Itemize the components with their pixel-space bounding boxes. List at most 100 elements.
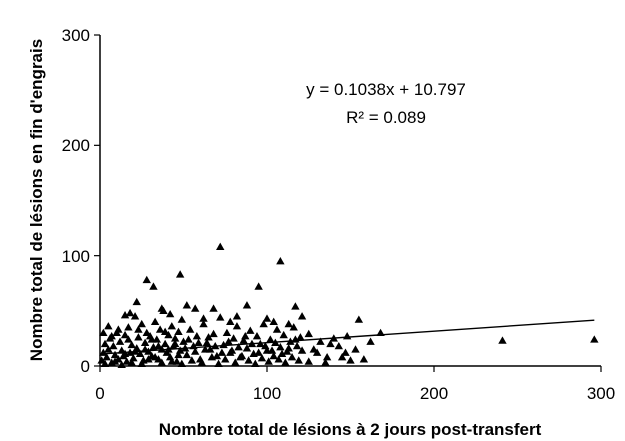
data-point: [242, 344, 252, 352]
data-point: [110, 357, 120, 365]
data-point: [266, 335, 275, 343]
y-tick-label: 100: [62, 247, 90, 266]
data-point: [246, 326, 255, 334]
data-point: [127, 358, 136, 366]
data-point: [212, 351, 222, 360]
data-point: [274, 355, 283, 363]
data-point: [104, 322, 113, 330]
data-point: [187, 356, 197, 364]
data-point: [269, 351, 278, 360]
data-point: [276, 256, 285, 265]
data-point: [165, 309, 175, 318]
data-point: [179, 337, 188, 345]
x-axis-title: Nombre total de lésions à 2 jours post-t…: [159, 420, 542, 439]
data-point: [284, 319, 293, 328]
data-point: [244, 356, 253, 364]
data-point: [234, 343, 243, 351]
data-point: [337, 352, 347, 361]
data-point: [207, 352, 217, 361]
data-point: [304, 329, 313, 338]
data-point: [155, 325, 165, 333]
data-point: [259, 319, 268, 328]
data-point: [115, 337, 125, 345]
data-point: [185, 325, 195, 333]
data-point: [120, 349, 130, 358]
data-point: [321, 358, 330, 366]
data-point: [272, 325, 282, 333]
data-point: [287, 352, 297, 361]
data-point: [125, 308, 135, 317]
data-point: [297, 346, 307, 354]
data-point: [150, 317, 160, 326]
data-point: [291, 302, 300, 310]
data-point: [137, 359, 146, 367]
data-point: [269, 317, 278, 326]
data-point: [124, 335, 133, 343]
data-point: [359, 355, 369, 363]
data-point: [134, 325, 143, 333]
data-point: [124, 323, 133, 331]
data-point: [117, 360, 126, 369]
data-point: [216, 242, 225, 250]
data-point: [351, 345, 360, 353]
data-point: [167, 357, 177, 365]
data-point: [346, 356, 355, 364]
data-point: [154, 341, 163, 350]
data-point: [190, 304, 200, 312]
data-point: [316, 337, 325, 345]
data-point: [261, 341, 270, 350]
data-point: [284, 344, 293, 352]
data-point: [114, 325, 123, 333]
data-point: [354, 315, 364, 323]
data-point: [366, 337, 375, 345]
data-point: [110, 350, 120, 359]
data-point: [160, 327, 170, 335]
data-point: [137, 319, 146, 328]
data-point: [224, 337, 233, 345]
data-point: [209, 329, 218, 338]
plot-area: [94, 34, 602, 372]
data-point: [341, 348, 350, 356]
data-point: [294, 356, 303, 364]
y-tick-label: 300: [62, 26, 90, 45]
data-point: [251, 359, 260, 367]
trendline-equation: y = 0.1038x + 10.797: [306, 80, 466, 99]
data-point: [174, 327, 183, 335]
data-point: [226, 317, 235, 326]
data-point: [150, 352, 160, 361]
data-point: [100, 359, 110, 367]
x-tick-labels: 0 100 200 300: [95, 384, 615, 403]
data-point: [229, 334, 238, 342]
data-point: [254, 282, 263, 290]
data-point: [130, 312, 140, 320]
y-axis-title: Nombre total de lésions en fin d'engrais: [27, 39, 46, 361]
data-point: [231, 358, 240, 366]
data-point: [135, 349, 145, 358]
data-point: [120, 330, 130, 339]
data-point: [100, 339, 110, 348]
data-point: [334, 341, 344, 350]
data-point: [216, 313, 225, 321]
data-point: [262, 314, 272, 322]
x-tick-label: 200: [420, 384, 448, 403]
data-point: [122, 357, 131, 365]
data-point: [174, 350, 183, 359]
data-point: [276, 343, 285, 351]
data-point: [222, 328, 232, 337]
data-point: [199, 314, 208, 322]
data-point: [197, 358, 207, 366]
data-point: [177, 315, 187, 323]
data-point: [184, 335, 193, 343]
data-point: [281, 358, 290, 366]
data-point: [297, 312, 307, 320]
data-point: [322, 352, 332, 361]
data-point: [289, 323, 298, 331]
data-point: [590, 335, 599, 343]
data-point: [242, 301, 252, 309]
data-point: [254, 348, 263, 356]
x-tick-label: 0: [95, 384, 104, 403]
data-point: [142, 275, 151, 284]
data-point: [237, 351, 247, 360]
data-point: [227, 346, 237, 354]
data-point: [292, 341, 302, 350]
